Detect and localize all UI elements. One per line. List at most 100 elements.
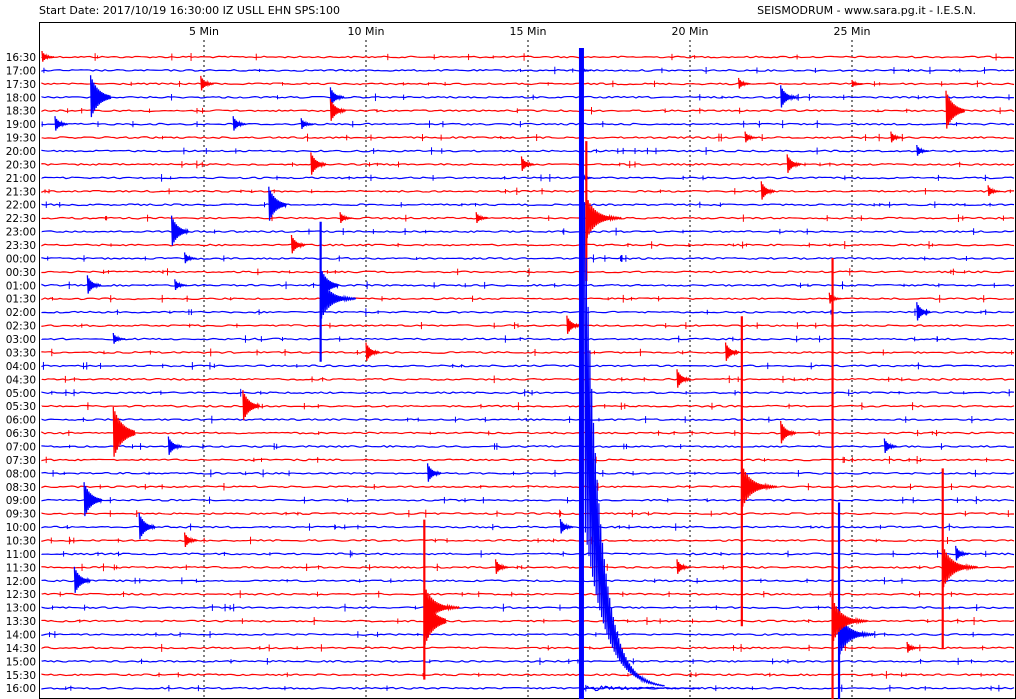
event-spike [232, 116, 247, 131]
row-time-label: 11:30 [6, 562, 36, 574]
row-time-label: 18:00 [6, 92, 36, 104]
large-event-coda [423, 585, 460, 628]
event-spike [89, 75, 112, 118]
row-time-label: 19:00 [6, 119, 36, 131]
event-spike [724, 342, 740, 361]
row-time-label: 04:30 [6, 374, 36, 386]
row-time-label: 14:30 [6, 643, 36, 655]
trace-row [41, 310, 1015, 314]
trace-row [41, 498, 1015, 502]
row-time-label: 01:00 [6, 280, 36, 292]
trace-row [41, 136, 1015, 140]
event-spike [744, 131, 758, 143]
trace-row [41, 324, 1015, 328]
trace-row [41, 122, 1015, 126]
trace-row [41, 659, 1015, 663]
row-time-label: 15:00 [6, 656, 36, 668]
trace-row [41, 230, 1015, 234]
trace-row [41, 189, 1015, 193]
row-time-label: 16:30 [6, 52, 36, 64]
row-time-label: 00:00 [6, 253, 36, 265]
large-event-coda [838, 612, 875, 655]
row-time-label: 17:00 [6, 65, 36, 77]
row-time-label: 05:30 [6, 401, 36, 413]
event-spike [780, 420, 797, 444]
event-spike [310, 152, 327, 175]
event-spike [300, 118, 314, 129]
event-spike [883, 438, 898, 454]
trace-row [41, 257, 1015, 260]
x-tick-label: 25 Min [833, 25, 870, 38]
trace-row [41, 686, 1015, 690]
row-time-label: 14:00 [6, 629, 36, 641]
event-spike [780, 85, 797, 108]
x-tick-label: 5 Min [189, 25, 219, 38]
row-time-label: 16:00 [6, 683, 36, 695]
large-event-coda [585, 196, 622, 239]
row-time-label: 17:30 [6, 79, 36, 91]
event-spike [851, 79, 864, 87]
row-time-label: 05:00 [6, 388, 36, 400]
trace-row [41, 552, 1015, 556]
trace-row [41, 82, 1015, 86]
dominant-event-tail [580, 685, 700, 692]
event-spike [112, 406, 136, 457]
trace-row [41, 485, 1015, 489]
event-spike [138, 512, 156, 540]
event-spike [83, 482, 103, 517]
row-time-label: 20:30 [6, 159, 36, 171]
row-time-label: 06:00 [6, 415, 36, 427]
row-time-label: 04:00 [6, 361, 36, 373]
event-spike [890, 131, 904, 143]
x-tick-label: 10 Min [347, 25, 384, 38]
traces [41, 48, 1015, 699]
row-time-label: 22:00 [6, 200, 36, 212]
trace-row [41, 391, 1015, 395]
trace-row [41, 579, 1015, 583]
trace-row [41, 458, 1015, 462]
row-time-label: 02:30 [6, 321, 36, 333]
trace-row [41, 337, 1015, 341]
event-spike [494, 559, 509, 574]
event-spike [945, 90, 966, 129]
row-time-label: 19:30 [6, 133, 36, 145]
row-time-label: 10:30 [6, 535, 36, 547]
event-spike [242, 390, 261, 421]
trace-row [41, 606, 1015, 610]
event-spike [183, 252, 197, 264]
row-time-label: 18:30 [6, 106, 36, 118]
event-spike [268, 186, 288, 221]
event-spike [170, 215, 190, 246]
credit-text: SEISMODRUM - www.sara.pg.it - I.E.S.N. [757, 4, 976, 17]
trace-row [41, 216, 1015, 220]
trace-row [41, 404, 1015, 408]
event-spike [329, 98, 347, 121]
trace-row [41, 109, 1015, 113]
event-spike [41, 50, 55, 62]
row-time-label: 13:30 [6, 616, 36, 628]
event-spike [329, 87, 345, 106]
trace-row [41, 673, 1015, 677]
event-spike [426, 463, 442, 482]
event-spike [319, 267, 339, 302]
event-spike [828, 292, 842, 304]
event-spike [54, 116, 69, 131]
event-spike [112, 332, 126, 344]
event-spike [339, 212, 353, 223]
event-spike [676, 369, 692, 388]
dominant-event-coda [583, 202, 665, 687]
row-time-label: 00:30 [6, 267, 36, 279]
event-spike [760, 181, 776, 200]
event-spike [167, 436, 183, 455]
event-spike [475, 212, 489, 223]
trace-row [41, 243, 1015, 247]
row-time-label: 22:30 [6, 213, 36, 225]
x-tick-label: 20 Min [671, 25, 708, 38]
event-spike [365, 342, 381, 361]
trace-row [41, 297, 1015, 301]
trace-row [41, 646, 1015, 650]
row-time-label: 23:30 [6, 240, 36, 252]
x-tick-labels: 5 Min 10 Min 15 Min 20 Min 25 Min [189, 25, 871, 38]
